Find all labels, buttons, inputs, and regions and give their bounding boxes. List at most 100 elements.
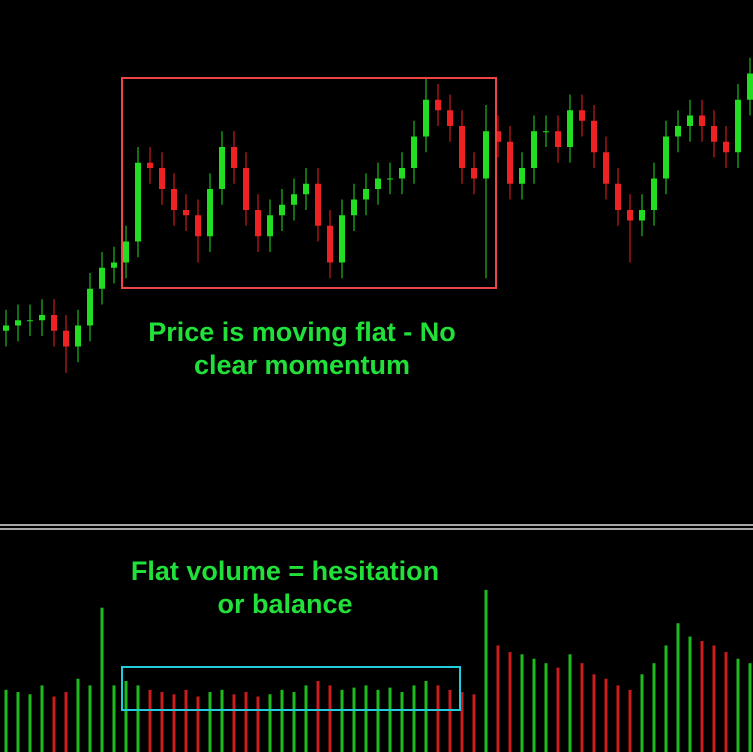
candle-body (291, 194, 297, 205)
annotation: clear momentum (194, 350, 410, 380)
candle-body (207, 189, 213, 237)
candle-body (243, 168, 249, 210)
candle-body (339, 215, 345, 263)
volume-bar (592, 674, 596, 752)
candle-body (723, 141, 729, 153)
candle-body (447, 110, 453, 126)
candle-body (615, 183, 621, 210)
candle-body (711, 126, 717, 142)
candle-body (327, 225, 333, 263)
volume-bar (136, 685, 140, 752)
candle-body (15, 320, 21, 326)
volume-bar (700, 641, 704, 752)
volume-bar (676, 623, 680, 752)
volume-bar (208, 692, 212, 752)
volume-bar (232, 694, 236, 752)
volume-bar (304, 685, 308, 752)
volume-bar (472, 694, 476, 752)
price-panel (3, 57, 753, 373)
volume-bar (424, 680, 428, 752)
volume-bar (352, 687, 356, 752)
candle-body (63, 330, 69, 347)
volume-bar (460, 692, 464, 752)
volume-bar (160, 692, 164, 752)
volume-bar (688, 636, 692, 752)
candle-body (543, 131, 549, 133)
candle-body (675, 126, 681, 137)
volume-bar (628, 689, 632, 752)
volume-bar (316, 680, 320, 752)
candle-body (483, 131, 489, 179)
volume-bar (268, 694, 272, 752)
candle-body (735, 99, 741, 153)
candle-body (39, 315, 45, 321)
volume-bar (508, 652, 512, 752)
candle-body (363, 189, 369, 200)
candle-body (591, 120, 597, 153)
volume-bar (256, 696, 260, 752)
candle-body (519, 168, 525, 184)
candle-body (135, 162, 141, 242)
volume-bar (148, 689, 152, 752)
candle-body (663, 136, 669, 179)
candle-body (567, 110, 573, 147)
volume-bar (556, 667, 560, 752)
candle-body (279, 204, 285, 216)
volume-bar (604, 678, 608, 752)
volume-bar (580, 663, 584, 752)
candle-body (627, 210, 633, 221)
volume-bar (748, 663, 752, 752)
volume-bar (100, 607, 104, 752)
candle-body (423, 99, 429, 137)
candle-body (639, 210, 645, 221)
volume-bar (364, 685, 368, 752)
volume-bar (724, 652, 728, 752)
candle-body (699, 115, 705, 126)
candle-body (579, 110, 585, 121)
candle-body (507, 141, 513, 184)
candle-body (387, 178, 393, 180)
volume-bar (568, 654, 572, 752)
volume-bar (4, 689, 8, 752)
volume-bar (28, 694, 32, 752)
volume-bar (124, 680, 128, 752)
volume-bar (280, 689, 284, 752)
volume-bar (292, 692, 296, 752)
candle-body (75, 325, 81, 347)
candle-body (651, 178, 657, 210)
candle-body (399, 168, 405, 179)
candle-body (459, 126, 465, 168)
volume-bar (340, 689, 344, 752)
volume-bar (532, 658, 536, 752)
candle-body (147, 162, 153, 168)
volume-bar (664, 645, 668, 752)
volume-bar (220, 689, 224, 752)
volume-bar (616, 685, 620, 752)
candle-body (231, 147, 237, 168)
candle-body (351, 199, 357, 216)
candle-body (375, 178, 381, 189)
volume-bar (484, 589, 488, 752)
candle-body (603, 152, 609, 184)
candle-body (303, 183, 309, 195)
volume-bar (196, 696, 200, 752)
candle-body (183, 210, 189, 216)
volume-bar (436, 685, 440, 752)
volume-bar (52, 696, 56, 752)
volume-bar (496, 645, 500, 752)
volume-bar (544, 663, 548, 752)
candle-body (555, 131, 561, 147)
volume-bar (652, 663, 656, 752)
candle-body (219, 147, 225, 189)
candle-body (27, 320, 33, 322)
candle-body (123, 241, 129, 263)
highlight-box (121, 666, 461, 711)
candle-body (411, 136, 417, 168)
candle-body (495, 131, 501, 142)
volume-bar (712, 645, 716, 752)
volume-bar (172, 694, 176, 752)
volume-bar (112, 685, 116, 752)
candle-body (687, 115, 693, 126)
